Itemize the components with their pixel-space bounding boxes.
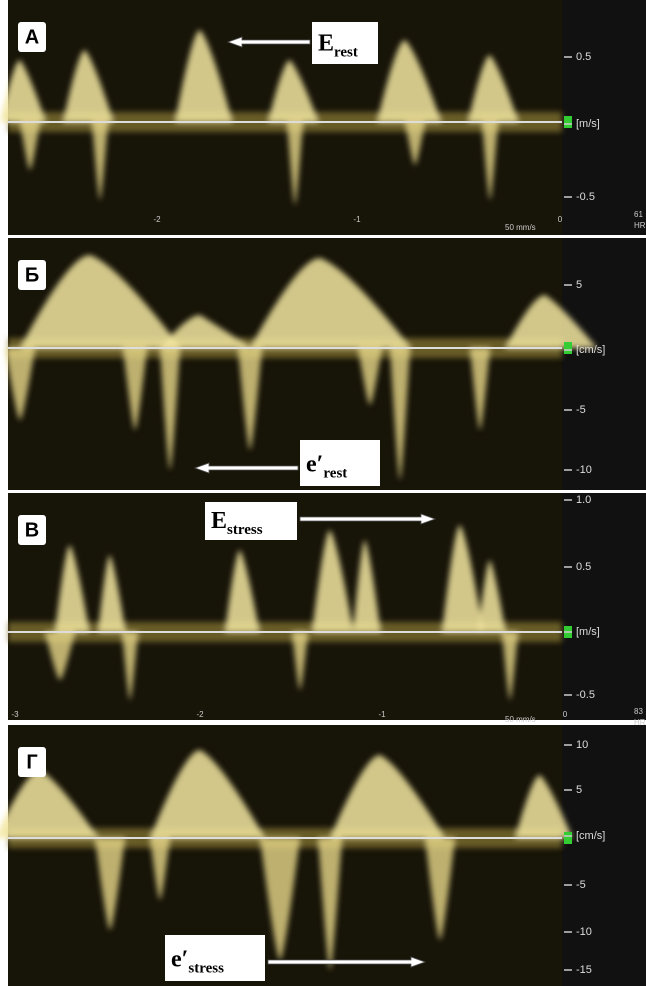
scale-label: -10 xyxy=(576,926,592,938)
time-label: -1 xyxy=(353,215,361,224)
scale-label: -5 xyxy=(576,404,586,416)
time-label: 0 xyxy=(558,215,563,224)
panel-label: В xyxy=(25,519,39,541)
time-label: -2 xyxy=(196,710,204,719)
annotation-sub: rest xyxy=(323,465,347,481)
scale-label: 0.5 xyxy=(576,51,591,63)
annotation-main: e′ xyxy=(306,451,323,477)
panel: 5 [cm/s] -5 -10 Бe′rest xyxy=(5,238,646,490)
annotation-main: E xyxy=(318,31,334,57)
time-label: 0 xyxy=(563,710,568,719)
scale-strip xyxy=(562,238,646,490)
annotation-sub: stress xyxy=(188,960,224,976)
scale-label: [cm/s] xyxy=(576,830,605,842)
time-label: -1 xyxy=(378,710,386,719)
scale-label: [m/s] xyxy=(576,626,600,638)
zero-marker xyxy=(564,116,572,128)
scale-strip xyxy=(562,725,646,986)
side-label: 83 xyxy=(634,707,643,716)
scale-label: -0.5 xyxy=(576,689,595,701)
sweep-speed: 50 mm/s xyxy=(505,223,536,232)
panel: 0.5 [m/s] -0.5 -2 -1 0 50 mm/s 61 HR А Erest xyxy=(0,0,646,235)
doppler-figure: 0.5[m/s]-0.5-2-1050 mm/s61HRАErest5[cm/s… xyxy=(0,0,646,986)
time-label: -2 xyxy=(153,215,161,224)
scale-strip xyxy=(562,0,646,235)
annotation-sub: rest xyxy=(334,45,358,61)
annotation-main: E xyxy=(211,508,227,534)
scale-label: 0.5 xyxy=(576,561,591,573)
side-label: HR xyxy=(634,221,646,230)
scale-label: -0.5 xyxy=(576,191,595,203)
scale-label: [m/s] xyxy=(576,118,600,130)
zero-marker xyxy=(564,832,572,844)
panel-label: А xyxy=(25,26,39,48)
annotation-main: e′ xyxy=(171,946,188,972)
panel-label: Б xyxy=(25,264,39,286)
scale-label: -5 xyxy=(576,879,586,891)
scale-label: -10 xyxy=(576,464,592,476)
scale-label: [cm/s] xyxy=(576,344,605,356)
zero-marker xyxy=(564,342,572,354)
annotation-sub: stress xyxy=(227,522,263,538)
panel: 10 5 [cm/s] -5 -10 -15 Гe′stress xyxy=(0,725,646,986)
panel: 1.00.5[m/s]-0.5-3-2-1050 mm/s83HRВEstres… xyxy=(8,493,646,727)
side-label: 61 xyxy=(634,210,643,219)
scale-label: 5 xyxy=(576,279,582,291)
scale-label: -15 xyxy=(576,964,592,976)
sweep-speed: 50 mm/s xyxy=(505,715,536,724)
scale-label: 5 xyxy=(576,784,582,796)
time-label: -3 xyxy=(11,710,19,719)
scale-label: 10 xyxy=(576,739,588,751)
panel-label: Г xyxy=(26,751,37,773)
scale-label: 1.0 xyxy=(576,494,591,506)
scale-strip xyxy=(562,493,646,720)
